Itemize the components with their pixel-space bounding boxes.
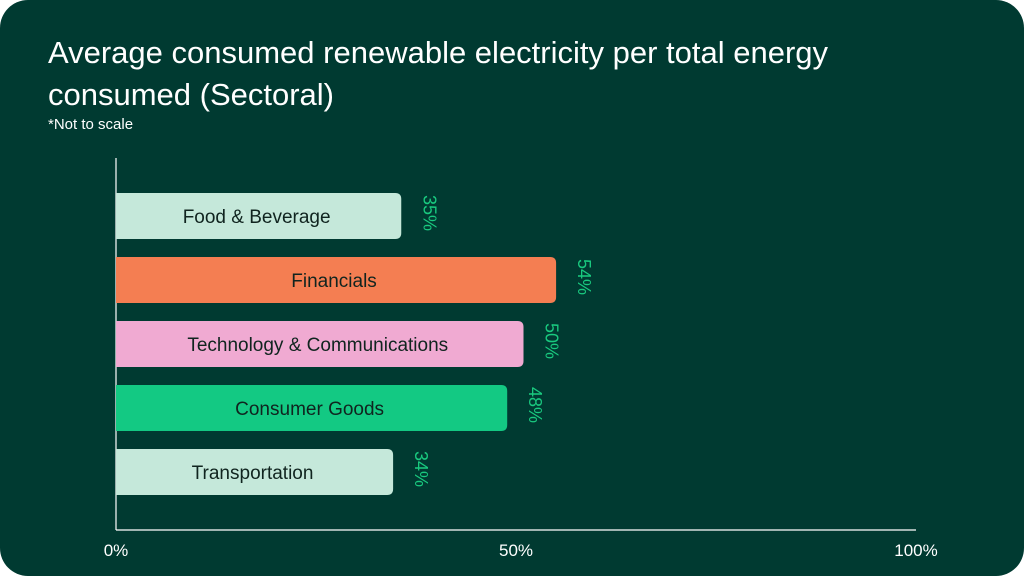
x-tick-label: 100% <box>894 541 937 560</box>
bar <box>116 321 524 367</box>
bar-category-label: Consumer Goods <box>235 399 384 420</box>
chart-subtitle: *Not to scale <box>48 116 134 133</box>
x-tick-label: 0% <box>104 541 129 560</box>
bar-value-label: 34% <box>411 451 431 487</box>
bar <box>116 385 508 431</box>
bar-category-label: Technology & Communications <box>187 335 448 356</box>
bar-category-label: Financials <box>291 271 377 292</box>
chart-title: Average consumed renewable electricity p… <box>48 35 829 112</box>
bar-value-label: 50% <box>542 323 562 359</box>
x-tick-label: 50% <box>499 541 533 560</box>
bar-value-label: 54% <box>574 259 594 295</box>
bar-value-label: 35% <box>419 195 439 231</box>
bar-category-label: Food & Beverage <box>183 207 331 228</box>
bar-category-label: Transportation <box>192 463 314 484</box>
bar <box>116 193 402 239</box>
bar-value-label: 48% <box>525 387 545 423</box>
bar <box>116 257 557 303</box>
bar <box>116 449 394 495</box>
